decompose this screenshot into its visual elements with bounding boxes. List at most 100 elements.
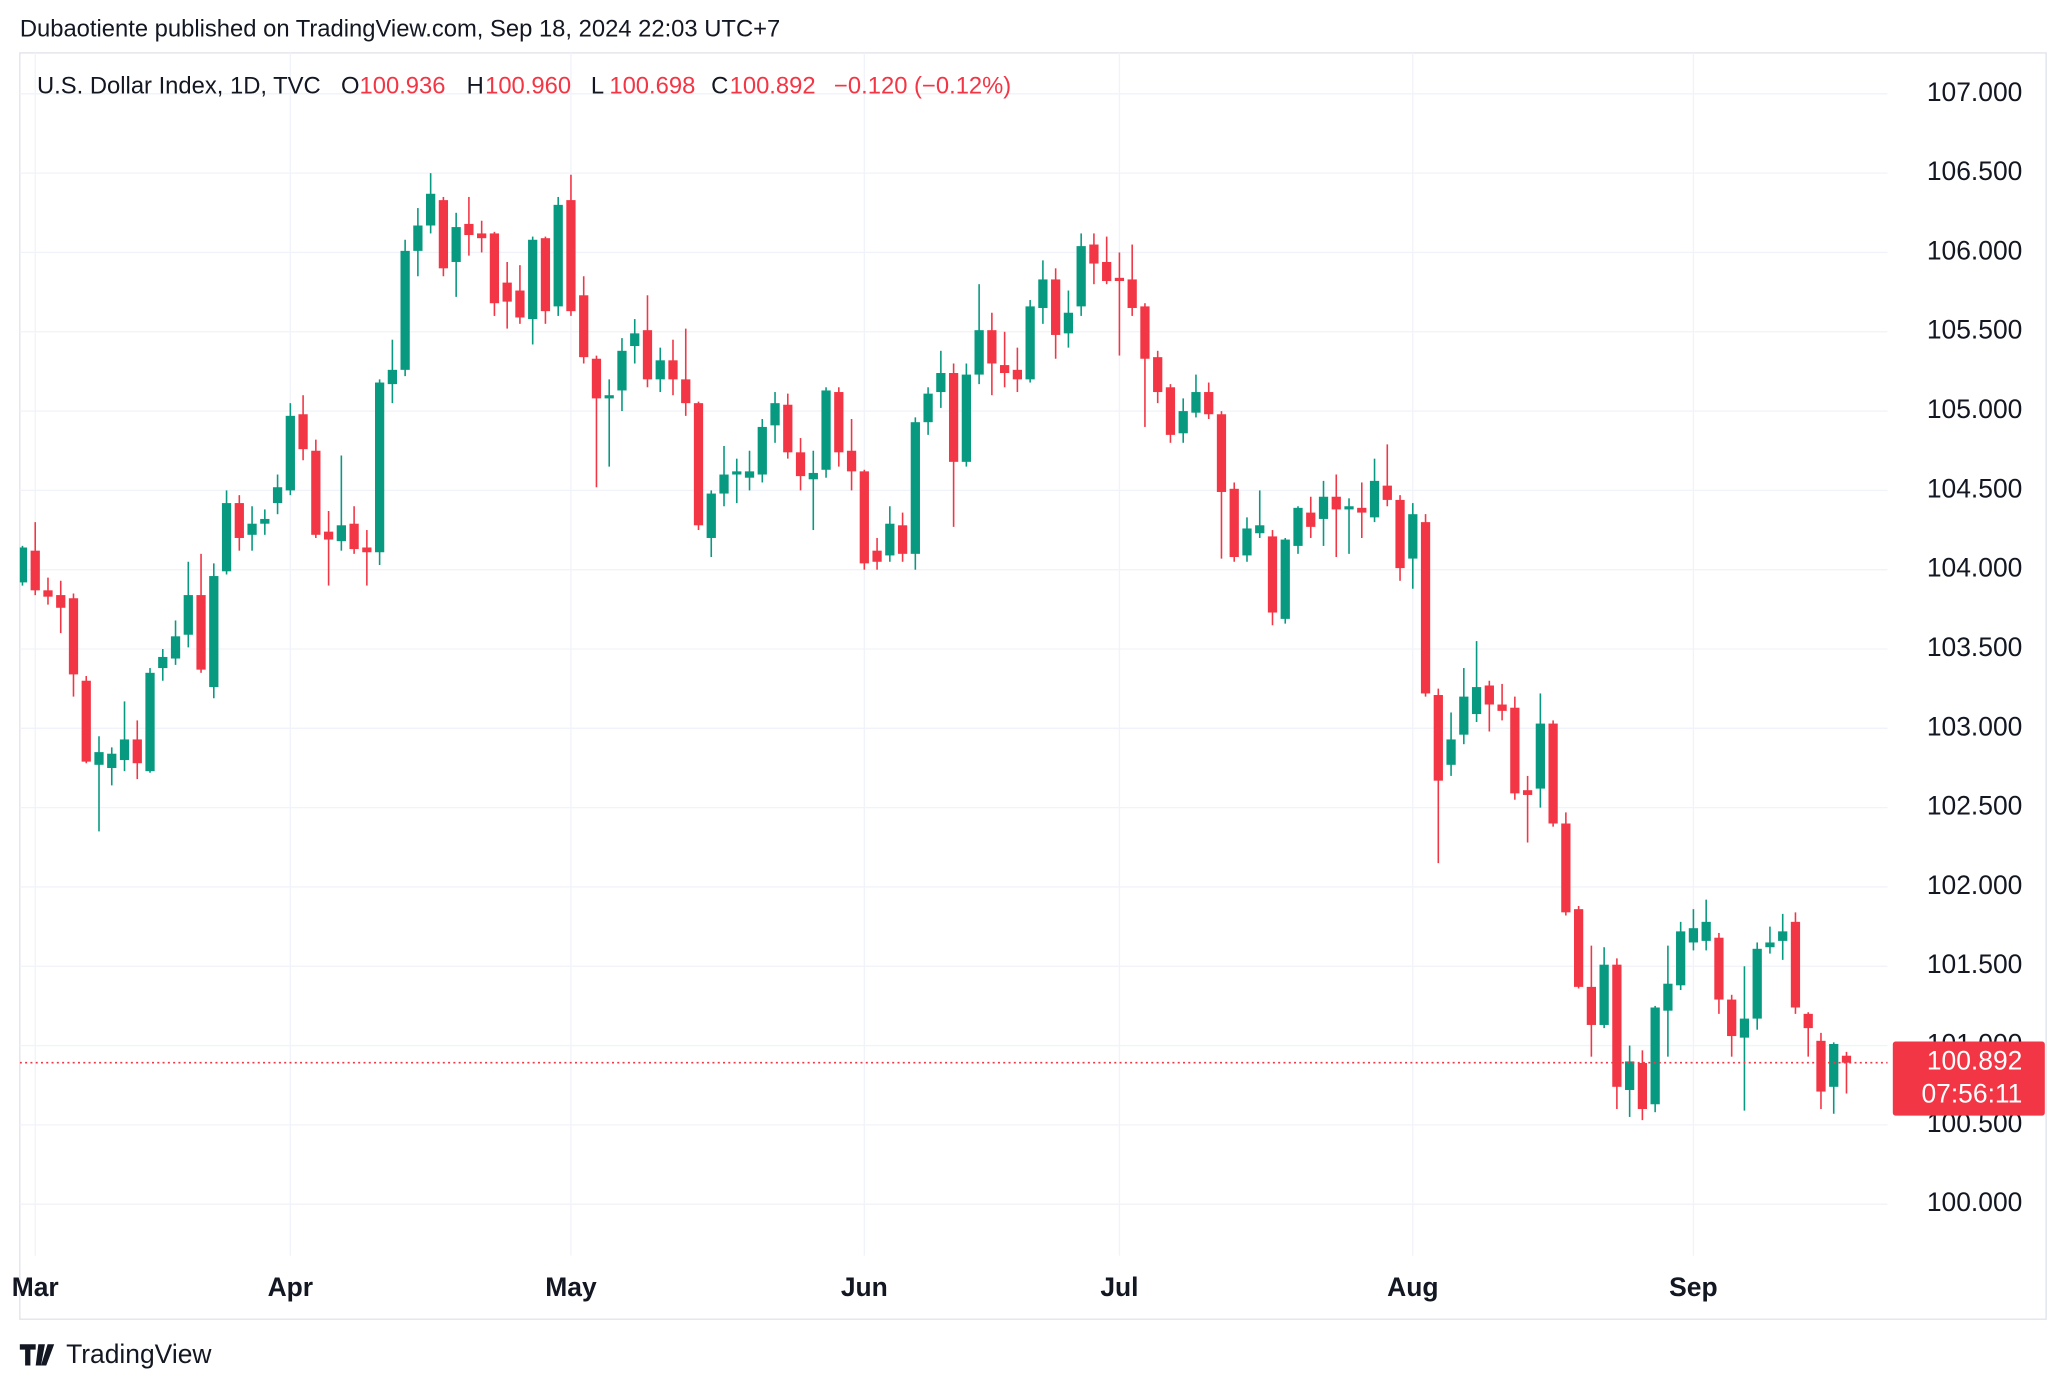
candle-body [1204,392,1214,415]
candle-body [170,636,181,659]
candle-body [1191,392,1201,413]
candle-body [183,595,193,635]
candle-body [1000,365,1010,374]
candle-body [1816,1040,1826,1092]
candle-body [362,547,372,553]
candle-body [1535,723,1545,789]
candle-body [1612,964,1622,1087]
candle-body [1765,942,1775,948]
candle-body [1637,1063,1648,1110]
candle-body [1382,485,1392,500]
y-tick-label: 105.500 [1927,315,2023,345]
candle-body [910,422,920,554]
candle-body [1688,928,1699,943]
x-tick-label: Jul [1100,1272,1138,1302]
legend-symbol: U.S. Dollar Index, 1D, TVC [37,73,321,100]
candle-body [1395,499,1405,569]
candle-body [1548,723,1558,824]
y-tick-label: 106.500 [1927,156,2023,186]
candle-body [247,523,257,535]
candle-body [553,204,563,307]
candle-body [1676,931,1686,986]
candle-body [349,523,359,550]
x-tick-label: Sep [1669,1272,1717,1302]
candle-body [1140,306,1150,359]
legend-change: −0.120 (−0.12%) [834,73,1011,100]
y-tick-label: 103.000 [1927,711,2023,741]
candle-body [923,393,933,423]
candle-body [668,360,678,380]
candle-body [885,523,895,556]
legend-value: 100.698 [609,73,695,100]
candle-body [1752,948,1762,1019]
candle-body [1625,1061,1635,1090]
candle-body [834,392,844,453]
candle-body [1280,539,1290,619]
candle-body [1127,279,1137,308]
candle-body [1408,514,1418,559]
candle-body [260,518,270,524]
candle-body [387,369,398,385]
candle-body [528,239,538,320]
candle-body [897,525,908,554]
candle-body [336,525,346,542]
candle-body [1714,937,1724,1000]
candle-body [1025,306,1035,380]
y-tick-label: 107.000 [1927,77,2023,107]
candle-body [821,390,831,470]
candle-body [1701,921,1711,941]
candle-body [145,672,155,772]
legend-key: C [711,73,728,100]
frame [19,52,2047,1320]
candle-body [298,414,308,450]
candle-body [158,656,168,669]
candle-body [1102,261,1112,282]
legend-key: L [591,73,604,100]
legend-key: H [467,73,484,100]
candle-body [1420,522,1431,694]
candle-body [1663,983,1673,1011]
candle-body [1114,277,1125,282]
candle-body [489,233,500,304]
candle-body [1739,1018,1750,1038]
candle-body [1344,506,1354,510]
y-tick-label: 101.500 [1927,949,2023,979]
candle-body [1433,695,1443,781]
candle-body [681,379,691,404]
candle-body [209,576,219,688]
candle-body [795,452,806,477]
candle-body [94,752,104,765]
candle-body [285,415,295,491]
candle-body [1063,312,1074,334]
candle-body [936,373,946,393]
candle-body [1446,739,1456,765]
candle-body [1089,244,1099,264]
candle-body [30,550,40,591]
candle-body [1318,496,1329,519]
candle-body [872,550,882,562]
candle-body [132,739,142,764]
candle-body [1790,921,1801,1008]
x-tick-label: Mar [12,1272,59,1302]
last-price-label: 100.892 [1927,1046,2023,1076]
x-tick-label: Apr [268,1272,314,1302]
candle-body [81,680,91,762]
candle-body [1510,707,1520,794]
y-tick-label: 106.000 [1927,235,2023,265]
countdown: 07:56:11 [1921,1079,2022,1109]
candle-body [1471,687,1482,715]
x-tick-label: May [545,1272,597,1302]
candle-body [642,330,653,380]
y-tick-label: 102.000 [1927,870,2023,900]
candle-body [948,373,959,462]
x-tick-label: Jun [841,1272,888,1302]
candle-body [757,426,767,475]
candle-body [1778,931,1788,941]
candle-body [1573,909,1584,987]
candle-body [987,330,997,364]
candle-body [630,333,640,347]
candle-body [540,238,551,312]
candle-body [272,487,283,504]
candle-body [1255,525,1265,534]
